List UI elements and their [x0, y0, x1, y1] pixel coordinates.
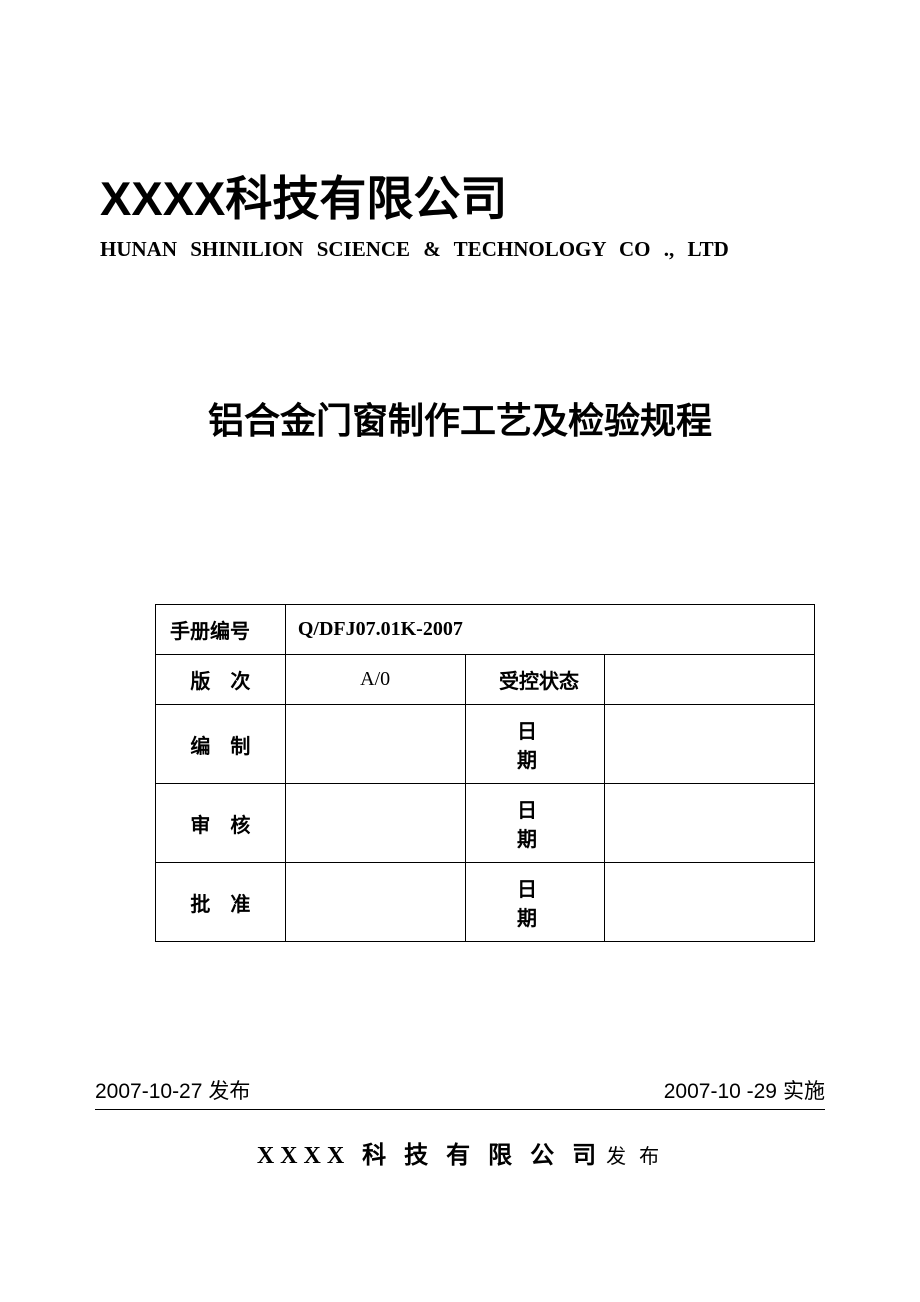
publish-date-block: 2007-10-27 发布 — [95, 1075, 250, 1105]
approved-label: 批 准 — [156, 863, 286, 942]
publish-suffix: 发布 — [208, 1079, 250, 1103]
implement-date-block: 2007-10 -29 实施 — [664, 1075, 825, 1105]
table-row: 编 制 日 期 — [156, 705, 815, 784]
manual-number-label: 手册编号 — [156, 605, 286, 655]
approved-date-label: 日 期 — [465, 863, 605, 942]
compiled-date-label: 日 期 — [465, 705, 605, 784]
document-title: 铝合金门窗制作工艺及检验规程 — [95, 392, 825, 444]
manual-number-value: Q/DFJ07.01K-2007 — [285, 605, 814, 655]
control-status-value — [605, 655, 815, 705]
reviewed-value — [285, 784, 465, 863]
table-row: 版 次 A/0 受控状态 — [156, 655, 815, 705]
control-status-label: 受控状态 — [465, 655, 605, 705]
version-value: A/0 — [285, 655, 465, 705]
company-name-chinese: XXXX科技有限公司 — [100, 160, 825, 229]
table-row: 批 准 日 期 — [156, 863, 815, 942]
reviewed-date-label: 日 期 — [465, 784, 605, 863]
footer-dates: 2007-10-27 发布 2007-10 -29 实施 — [95, 1075, 825, 1110]
company-name-english: HUNAN SHINILION SCIENCE & TECHNOLOGY CO … — [100, 237, 825, 262]
approved-value — [285, 863, 465, 942]
table-row: 审 核 日 期 — [156, 784, 815, 863]
implement-date: 2007-10 -29 — [664, 1080, 777, 1103]
version-label: 版 次 — [156, 655, 286, 705]
table-row: 手册编号 Q/DFJ07.01K-2007 — [156, 605, 815, 655]
compiled-date-value — [605, 705, 815, 784]
info-table: 手册编号 Q/DFJ07.01K-2007 版 次 A/0 受控状态 编 制 日… — [155, 604, 815, 942]
compiled-label: 编 制 — [156, 705, 286, 784]
reviewed-date-value — [605, 784, 815, 863]
approved-date-value — [605, 863, 815, 942]
publisher-line: XXXX 科 技 有 限 公 司发 布 — [0, 1135, 920, 1170]
publisher-suffix: 发 布 — [606, 1146, 663, 1168]
compiled-value — [285, 705, 465, 784]
implement-suffix: 实施 — [783, 1079, 825, 1103]
publish-date: 2007-10-27 — [95, 1080, 202, 1103]
document-page: XXXX科技有限公司 HUNAN SHINILION SCIENCE & TEC… — [0, 0, 920, 942]
publisher-name: XXXX 科 技 有 限 公 司 — [257, 1143, 602, 1169]
reviewed-label: 审 核 — [156, 784, 286, 863]
